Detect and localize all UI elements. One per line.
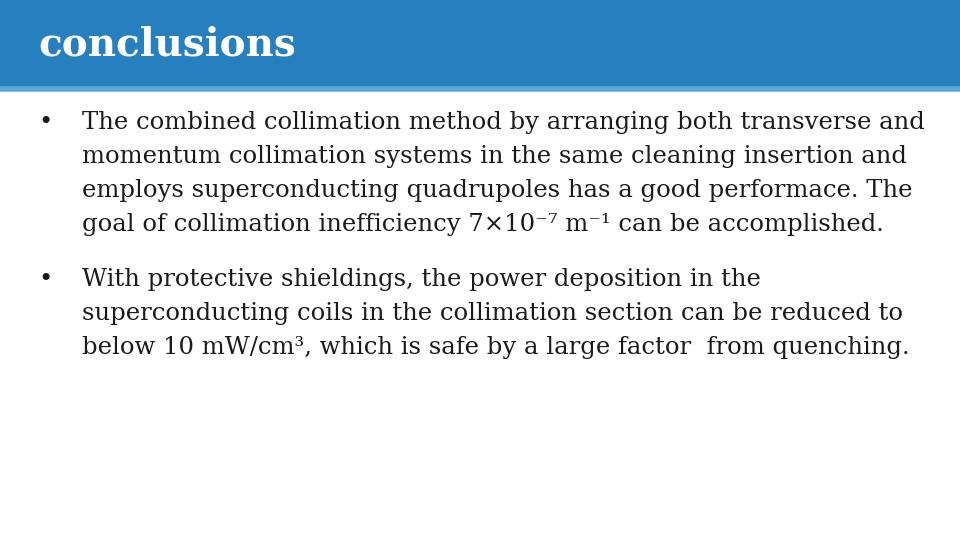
Text: below 10 mW/cm³, which is safe by a large factor  from quenching.: below 10 mW/cm³, which is safe by a larg… (82, 336, 909, 360)
Text: •: • (38, 111, 53, 134)
Text: The combined collimation method by arranging both transverse and: The combined collimation method by arran… (82, 111, 924, 134)
Text: goal of collimation inefficiency 7×10⁻⁷ m⁻¹ can be accomplished.: goal of collimation inefficiency 7×10⁻⁷ … (82, 213, 883, 236)
Text: With protective shieldings, the power deposition in the: With protective shieldings, the power de… (82, 268, 760, 292)
Text: •: • (38, 268, 53, 292)
Text: conclusions: conclusions (38, 25, 296, 64)
Text: momentum collimation systems in the same cleaning insertion and: momentum collimation systems in the same… (82, 145, 906, 168)
Text: employs superconducting quadrupoles has a good performace. The: employs superconducting quadrupoles has … (82, 179, 912, 202)
Text: superconducting coils in the collimation section can be reduced to: superconducting coils in the collimation… (82, 302, 902, 326)
Bar (0, 0, 960, 89)
